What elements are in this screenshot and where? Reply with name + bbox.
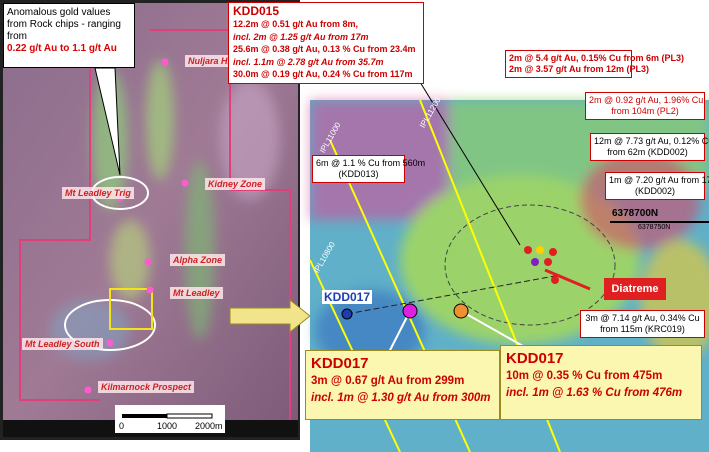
place-label: Kilmarnock Prospect	[98, 381, 195, 393]
intercept-line: (KDD013)	[338, 169, 379, 179]
scale-label: 0	[119, 421, 125, 431]
anomaly	[110, 220, 150, 300]
result-line: incl. 1m @ 1.30 g/t Au from 300m	[311, 392, 491, 404]
anomaly	[400, 175, 640, 345]
intercept-line: (KDD002)	[634, 186, 675, 196]
callout-text: Anomalous gold values from Rock chips - …	[7, 7, 121, 42]
drillhole	[549, 248, 557, 256]
zoom-arrow	[229, 298, 311, 334]
kdd015-title: KDD015	[233, 4, 280, 18]
drillhole	[402, 303, 418, 319]
place-marker	[106, 339, 114, 347]
callout-pointer	[460, 310, 531, 351]
diatreme-arrow	[544, 268, 591, 291]
kdd015-box: KDD015 12.2m @ 0.51 g/t Au from 8m, incl. …	[228, 2, 424, 84]
result-title: KDD017	[311, 355, 369, 372]
intercept-line: 6m @ 1.1 % Cu from 560m	[316, 158, 426, 168]
intercept-box: 1m @ 7.20 g/t Au from 17m (KDD002)	[605, 172, 709, 200]
drillhole	[531, 258, 539, 266]
place-marker	[161, 58, 169, 66]
hole-label: KDD017	[322, 290, 373, 304]
result-line: 10m @ 0.35 % Cu from 475m	[506, 370, 663, 382]
intercept-box: 6m @ 1.1 % Cu from 560m (KDD013)	[312, 155, 426, 183]
intercept-line: 1m @ 7.20 g/t Au from 17m	[609, 175, 709, 185]
intercept-box: 2m @ 0.92 g/t Au, 1.96% Cu from 104m (PL2…	[585, 92, 705, 120]
anomaly	[580, 150, 700, 250]
result-title: KDD017	[506, 350, 564, 367]
kdd015-line: incl. 1.1m @ 2.78 g/t Au from 35.7m	[233, 56, 384, 67]
drillhole	[551, 276, 559, 284]
place-marker	[84, 386, 92, 394]
result-box: KDD017 10m @ 0.35 % Cu from 475m incl. 1m …	[500, 345, 702, 420]
place-label: Nuljara Hill	[185, 55, 239, 67]
callout-box: Anomalous gold values from Rock chips - …	[3, 3, 135, 68]
drillhole	[341, 308, 353, 320]
anomaly	[146, 60, 174, 180]
diatreme-label: Diatreme	[604, 278, 666, 300]
place-marker	[144, 258, 152, 266]
left-anomalies	[50, 60, 280, 360]
result-line: 3m @ 0.67 g/t Au from 299m	[311, 375, 465, 387]
drillhole-cluster	[524, 246, 559, 284]
drillhole	[453, 303, 469, 319]
intercept-line: 12m @ 7.73 g/t Au, 0.12% Cu	[594, 136, 709, 146]
scale-bar	[122, 414, 167, 418]
intercept-box: 3m @ 7.14 g/t Au, 0.34% Cu from 115m (KRC…	[580, 310, 705, 338]
callout-pointer	[419, 81, 521, 246]
place-label: Mt Leadley	[170, 287, 223, 299]
place-label: Mt Leadley Trig	[62, 187, 134, 199]
intercept-line: from 115m (KRC019)	[600, 324, 685, 334]
intercept-line: 3m @ 7.14 g/t Au, 0.34% Cu	[585, 313, 700, 323]
place-marker	[146, 286, 154, 294]
scale-label: 2000m	[195, 421, 223, 431]
kdd015-line: 30.0m @ 0.19 g/t Au, 0.24 % Cu from 117m	[233, 69, 413, 79]
grid-label: 6378700N	[612, 208, 659, 219]
intercept-line: from 62m (KDD002)	[607, 147, 688, 157]
tenement-boundary	[19, 30, 100, 401]
kdd015-line: incl. 2m @ 1.25 g/t Au from 17m	[233, 31, 369, 42]
result-box: KDD017 3m @ 0.67 g/t Au from 299m incl. 1m…	[305, 350, 500, 420]
scale-bar	[166, 413, 213, 419]
intercept-line: 2m @ 3.57 g/t Au from 12m (PL3)	[509, 64, 649, 74]
zoom-box	[109, 288, 153, 330]
place-label: Mt Leadley South	[22, 338, 103, 350]
kdd015-line: 12.2m @ 0.51 g/t Au from 8m,	[233, 19, 358, 29]
diatreme-outline	[444, 204, 616, 326]
drillhole	[536, 246, 544, 254]
intercept-box: 12m @ 7.73 g/t Au, 0.12% Cu from 62m (KDD…	[590, 133, 709, 161]
callout-highlight: 0.22 g/t Au to 1.1 g/t Au	[7, 43, 117, 54]
place-marker	[181, 179, 189, 187]
intercept-line: 2m @ 0.92 g/t Au, 1.96% Cu	[589, 95, 704, 105]
intercept-line: from 104m (PL2)	[611, 106, 679, 116]
result-line: incl. 1m @ 1.63 % Cu from 476m	[506, 387, 683, 399]
place-label: Alpha Zone	[170, 254, 225, 266]
anomaly	[92, 70, 128, 210]
drillhole	[524, 246, 532, 254]
scale-backdrop	[115, 405, 225, 433]
drillhole	[544, 258, 552, 266]
kdd015-line: 25.6m @ 0.38 g/t Au, 0.13 % Cu from 23.4…	[233, 44, 416, 54]
intercept-line: 2m @ 5.4 g/t Au, 0.15% Cu from 6m (PL3)	[509, 53, 684, 63]
scale-label: 1000	[157, 421, 178, 431]
drill-trace	[346, 274, 561, 315]
tenement-boundary	[150, 29, 291, 437]
anomaly	[220, 80, 280, 200]
grid-label: 6378750N	[638, 224, 671, 231]
intercept-box: 2m @ 5.4 g/t Au, 0.15% Cu from 6m (PL3) 2…	[505, 50, 684, 78]
place-label: Kidney Zone	[205, 178, 266, 190]
callout-pointer	[94, 67, 121, 176]
